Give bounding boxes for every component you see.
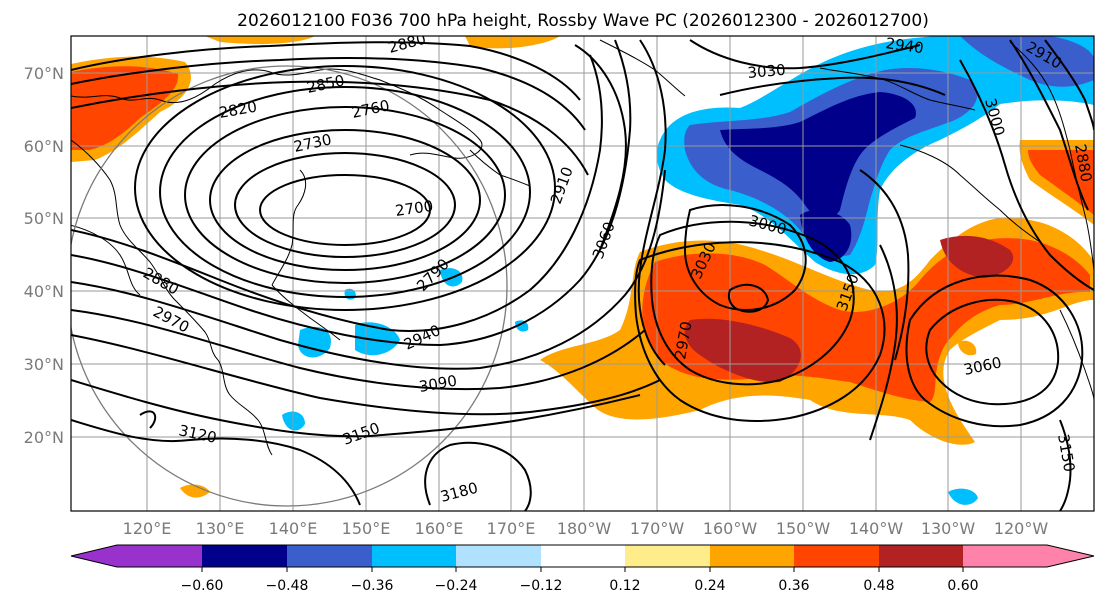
colorbar-segment <box>710 545 794 567</box>
colorbar-tick-label: 0.36 <box>778 578 809 594</box>
reference-circle <box>71 65 508 507</box>
colorbar-tick-label: −0.36 <box>351 578 394 594</box>
contour-label: 3030 <box>747 61 787 82</box>
map-frame <box>70 35 1095 512</box>
colorbar-segment-min <box>71 545 202 567</box>
colorbar: −0.60 −0.48 −0.36 −0.24 −0.12 0.12 0.24 … <box>70 544 1095 594</box>
longitude-labels: 120°E 130°E 140°E 150°E 160°E 170°E 180°… <box>123 519 1049 538</box>
height-contours <box>71 39 1094 511</box>
contour-label: 2700 <box>394 197 434 220</box>
colorbar-segment <box>879 545 963 567</box>
lon-label: 120°W <box>994 519 1049 538</box>
lat-label: 70°N <box>24 64 64 83</box>
lat-label: 40°N <box>24 282 64 301</box>
colorbar-segment <box>541 545 625 567</box>
contour-label: 2940 <box>884 34 924 57</box>
lon-label: 160°W <box>703 519 758 538</box>
lat-label: 30°N <box>24 355 64 374</box>
lon-label: 140°E <box>269 519 318 538</box>
colorbar-tick-label: 0.60 <box>947 578 978 594</box>
lon-label: 150°E <box>342 519 391 538</box>
lon-label: 170°E <box>487 519 536 538</box>
lon-label: 160°E <box>415 519 464 538</box>
colorbar-segment <box>202 545 287 567</box>
colorbar-tick-label: 0.48 <box>863 578 894 594</box>
contour-label: 2880 <box>1071 143 1095 184</box>
colorbar-tick-label: 0.24 <box>694 578 725 594</box>
lat-label: 60°N <box>24 137 64 156</box>
colorbar-tick-label: −0.60 <box>181 578 224 594</box>
colorbar-tick-label: −0.12 <box>520 578 563 594</box>
lon-label: 130°W <box>921 519 976 538</box>
lat-label: 50°N <box>24 209 64 228</box>
lon-label: 140°W <box>849 519 904 538</box>
lon-label: 180°W <box>557 519 612 538</box>
colorbar-tick-label: −0.24 <box>435 578 478 594</box>
latitude-labels: 70°N 60°N 50°N 40°N 30°N 20°N <box>24 64 64 447</box>
lon-label: 150°W <box>776 519 831 538</box>
figure-title: 2026012100 F036 700 hPa height, Rossby W… <box>237 11 929 31</box>
colorbar-segment <box>794 545 879 567</box>
colorbar-segment <box>625 545 710 567</box>
colorbar-outline <box>70 544 1095 568</box>
lat-label: 20°N <box>24 428 64 447</box>
colorbar-tick-label: 0.12 <box>609 578 640 594</box>
colorbar-segment-max <box>963 545 1094 567</box>
colorbar-segment <box>456 545 541 567</box>
colorbar-segment <box>372 545 456 567</box>
lon-label: 130°E <box>196 519 245 538</box>
lon-label: 170°W <box>630 519 685 538</box>
colorbar-segment <box>287 545 372 567</box>
positive-anomaly-shading <box>71 36 1094 498</box>
map-area: 2880 2850 2820 2760 2730 2700 2910 3030 … <box>71 34 1095 511</box>
lon-label: 120°E <box>123 519 172 538</box>
colorbar-tick-label: −0.48 <box>266 578 309 594</box>
